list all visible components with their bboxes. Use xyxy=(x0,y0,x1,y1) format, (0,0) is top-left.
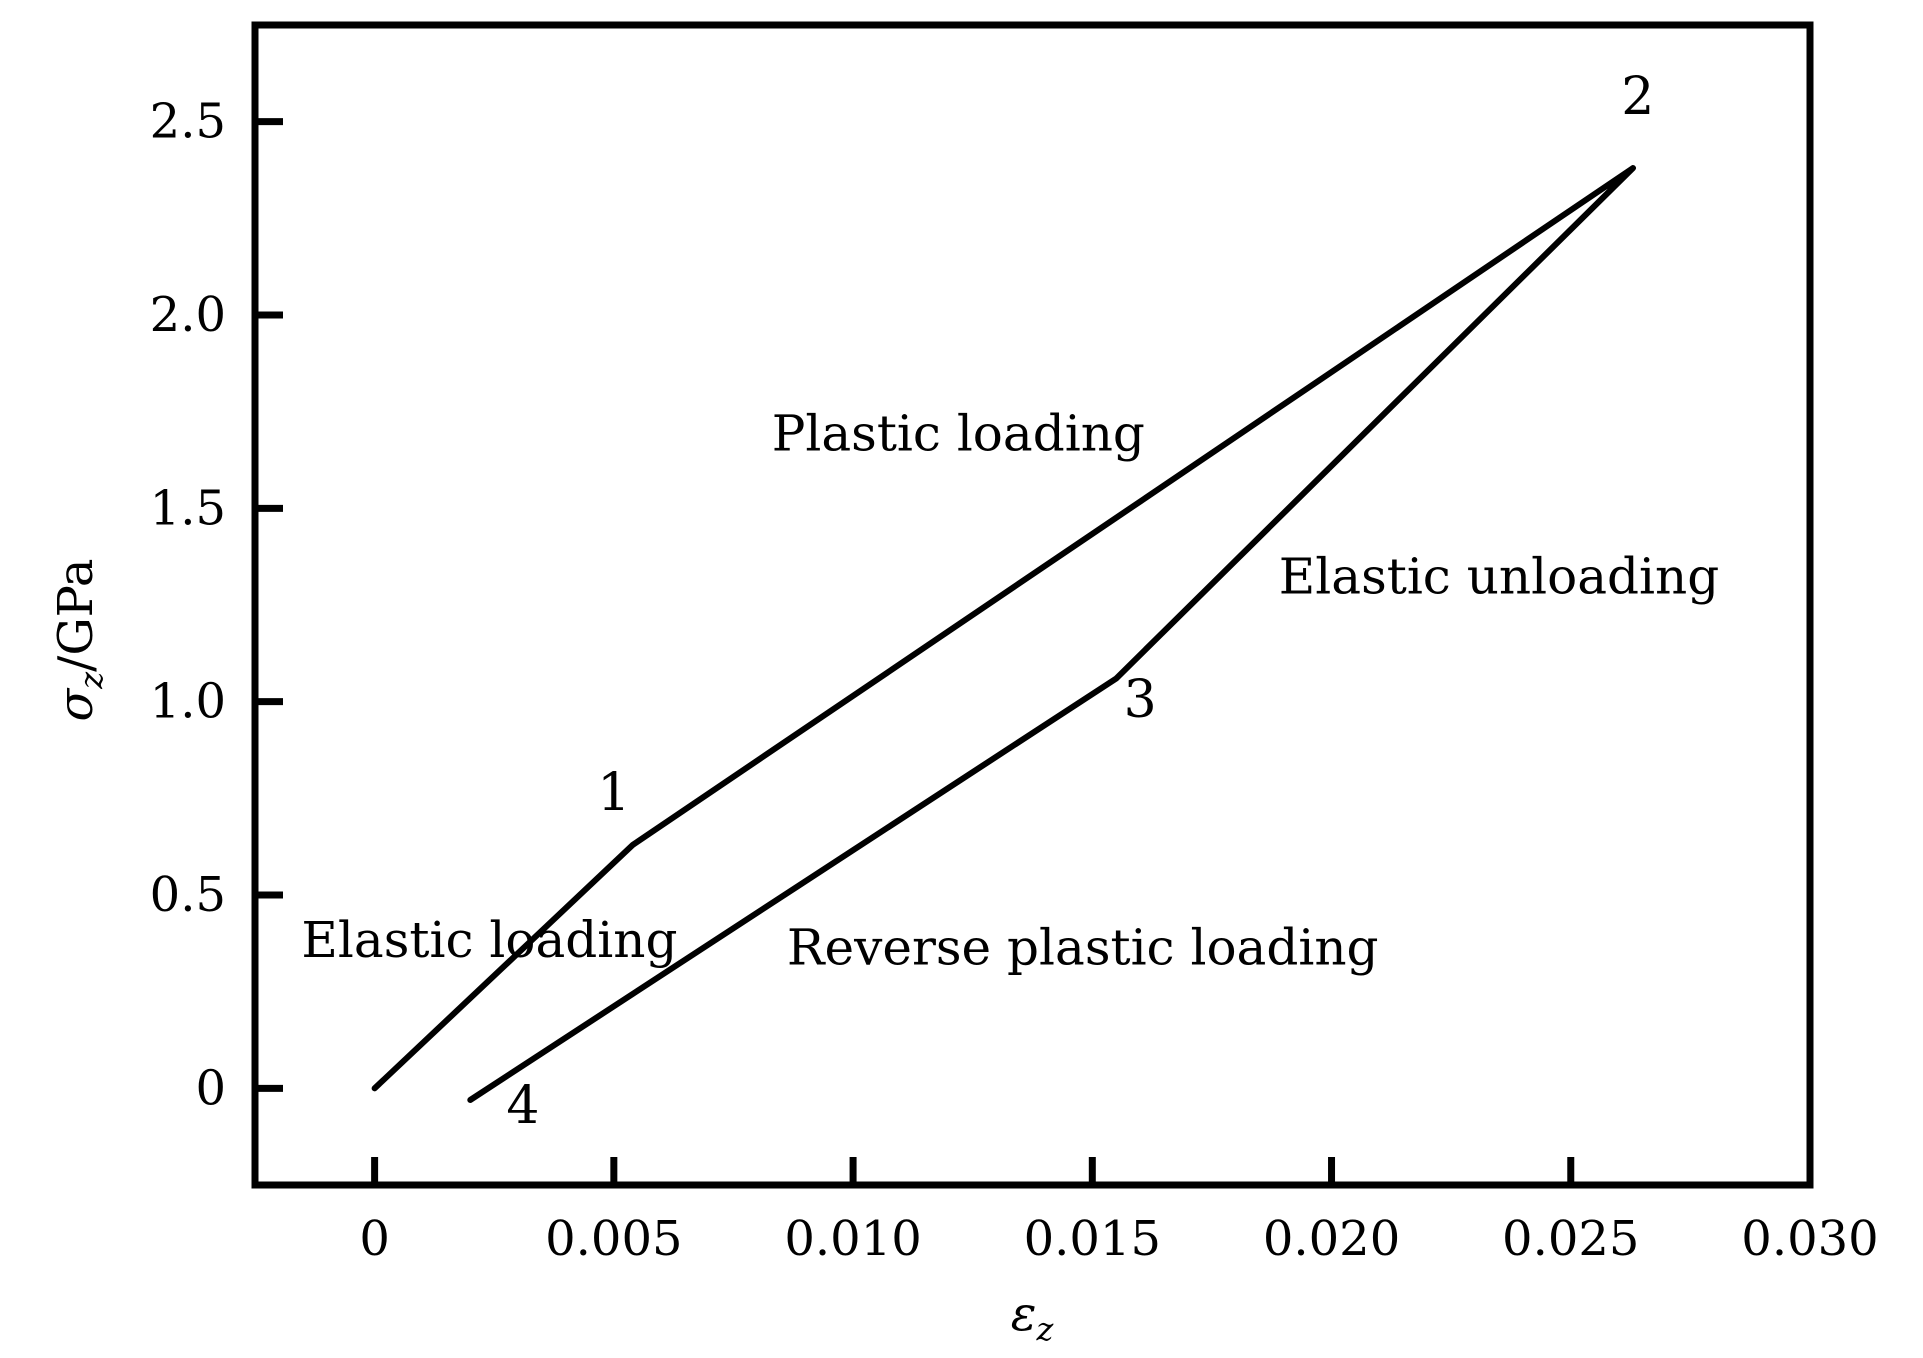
x-tick-label: 0.005 xyxy=(545,1211,682,1267)
x-tick-label: 0 xyxy=(359,1211,390,1267)
x-axis-title: εz xyxy=(1011,1286,1055,1348)
region-annotation: Elastic loading xyxy=(301,911,677,969)
y-axis-title: σz/GPa xyxy=(48,559,110,722)
point-label: 2 xyxy=(1621,67,1654,127)
x-tick-label: 0.020 xyxy=(1263,1211,1400,1267)
y-tick-label: 2.0 xyxy=(150,287,226,343)
plot-frame xyxy=(251,21,1814,1189)
y-tick-label: 0.5 xyxy=(150,867,226,923)
region-annotation: Elastic unloading xyxy=(1279,547,1719,605)
y-tick-label: 0 xyxy=(195,1060,226,1116)
x-axis-title-subscript: z xyxy=(1035,1310,1054,1348)
point-label: 4 xyxy=(506,1076,539,1136)
point-label: 3 xyxy=(1124,670,1157,730)
y-tick-label: 2.5 xyxy=(150,94,226,150)
x-axis-ticks: 0 0.005 0.010 0.015 0.020 0.025 0.030 xyxy=(359,1157,1879,1267)
x-tick-label: 0.030 xyxy=(1741,1211,1878,1267)
x-tick-label: 0.015 xyxy=(1024,1211,1161,1267)
region-annotation: Reverse plastic loading xyxy=(787,919,1379,977)
series-layer xyxy=(371,165,1636,1103)
y-tick-label: 1.5 xyxy=(150,480,226,536)
y-axis-title-unit: /GPa xyxy=(48,559,104,672)
x-axis-title-symbol: ε xyxy=(1011,1286,1037,1342)
x-tick-label: 0.010 xyxy=(784,1211,921,1267)
y-axis-title-symbol: σ xyxy=(48,687,104,721)
labels-layer: 1 2 3 4 Plastic loading Elastic unloading Elas… xyxy=(301,67,1719,1136)
y-tick-label: 1.0 xyxy=(150,674,226,730)
y-axis-title-subscript: z xyxy=(72,671,110,690)
y-axis-ticks: 0 0.5 1.0 1.5 2.0 2.5 xyxy=(150,94,283,1116)
x-tick-label: 0.025 xyxy=(1502,1211,1639,1267)
point-label: 1 xyxy=(597,763,630,823)
region-annotation: Plastic loading xyxy=(772,404,1145,462)
